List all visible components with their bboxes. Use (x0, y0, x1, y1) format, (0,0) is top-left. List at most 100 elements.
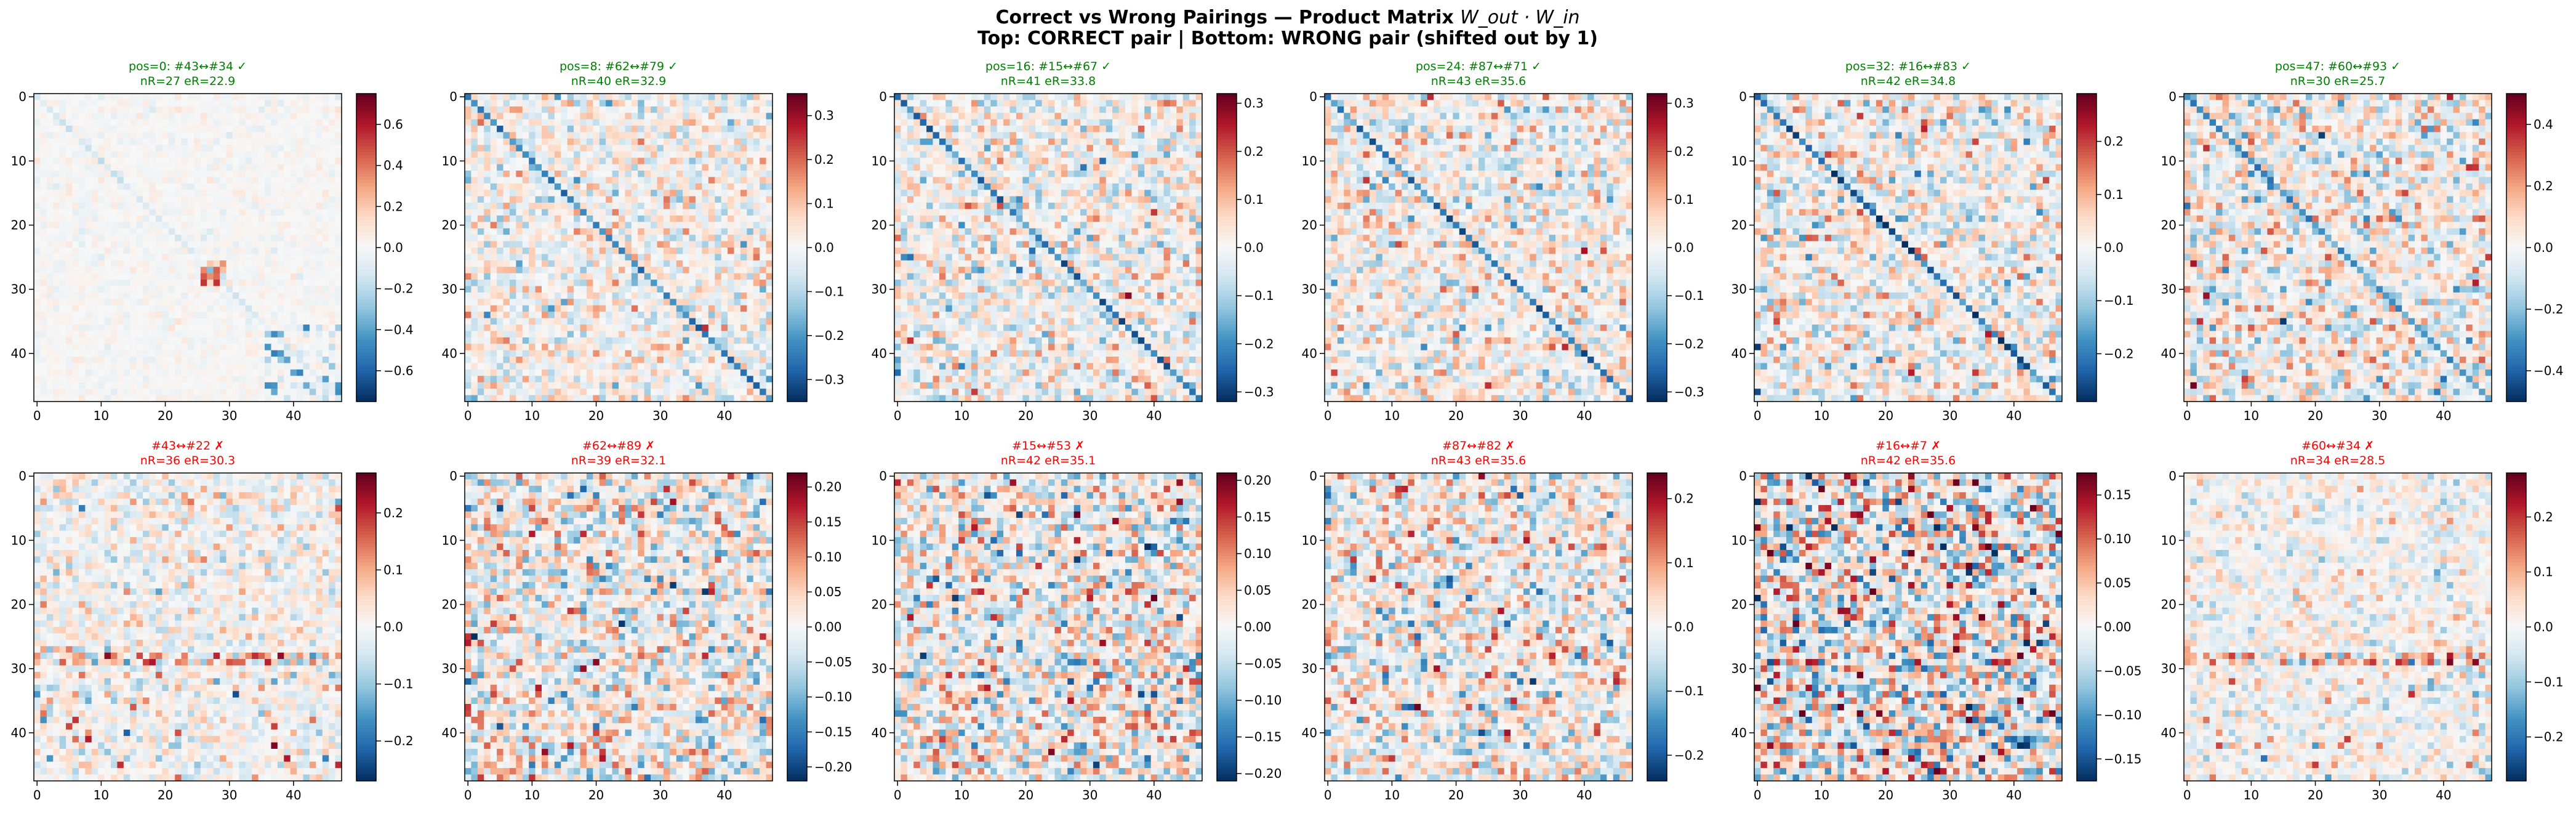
heatmap-cell (644, 357, 651, 363)
heatmap-cell (663, 357, 670, 363)
heatmap-cell (329, 337, 335, 344)
heatmap-cell (98, 100, 105, 107)
heatmap-cell (728, 241, 734, 248)
heatmap-cell (657, 382, 664, 389)
heatmap-cell (484, 312, 491, 318)
heatmap-cell (586, 138, 593, 145)
heatmap-cell (619, 177, 625, 184)
heatmap-cell (766, 183, 773, 190)
heatmap-cell (619, 267, 625, 274)
heatmap-cell (72, 280, 79, 286)
heatmap-cell (162, 382, 169, 389)
heatmap-cell (34, 209, 41, 216)
heatmap-cell (91, 382, 98, 389)
heatmap-cell (53, 228, 60, 235)
heatmap-cell (66, 286, 73, 293)
heatmap-cell (484, 151, 491, 158)
colorbar-segment (356, 349, 376, 353)
heatmap-cell (335, 357, 342, 363)
heatmap-cell (277, 196, 284, 203)
heatmap-cell (619, 138, 625, 145)
heatmap-cell (181, 100, 188, 107)
heatmap-cell (309, 389, 316, 395)
heatmap-cell (78, 248, 86, 254)
heatmap-cell (484, 190, 491, 197)
heatmap-cell (322, 318, 329, 325)
heatmap-cell (625, 94, 632, 100)
heatmap-cell (708, 382, 715, 389)
heatmap-cell (586, 376, 593, 383)
heatmap-cell (220, 183, 227, 190)
heatmap-cell (586, 363, 593, 370)
heatmap-cell (567, 138, 574, 145)
heatmap-cell (91, 273, 98, 280)
heatmap-cell (98, 203, 105, 209)
heatmap-cell (516, 171, 523, 177)
heatmap-cell (683, 331, 689, 338)
heatmap-cell (40, 357, 47, 363)
heatmap-cell (619, 235, 625, 241)
heatmap-cell (670, 286, 677, 293)
heatmap-cell (117, 196, 124, 203)
heatmap-cell (753, 190, 760, 197)
heatmap-cell (606, 305, 612, 312)
heatmap-cell (484, 248, 491, 254)
heatmap-cell (335, 126, 342, 132)
heatmap-cell (239, 254, 246, 261)
heatmap-cell (188, 94, 195, 100)
heatmap-cell (316, 151, 323, 158)
heatmap-cell (104, 292, 111, 299)
heatmap-cell (66, 145, 73, 152)
heatmap-cell (612, 138, 619, 145)
heatmap-cell (593, 382, 600, 389)
heatmap-cell (554, 190, 561, 197)
heatmap-cell (599, 299, 606, 306)
heatmap-cell (715, 312, 722, 318)
heatmap-cell (657, 363, 664, 370)
heatmap-cell (136, 357, 143, 363)
heatmap-cell (747, 363, 754, 370)
heatmap-cell (53, 171, 60, 177)
heatmap-cell (490, 299, 497, 306)
heatmap-cell (471, 312, 478, 318)
heatmap-cell (747, 292, 754, 299)
heatmap-cell (123, 248, 130, 254)
heatmap-cell (72, 106, 79, 113)
heatmap-cell (303, 312, 310, 318)
heatmap-cell (213, 151, 220, 158)
heatmap-cell (200, 331, 207, 338)
heatmap-cell (316, 248, 323, 254)
heatmap-cell (728, 158, 734, 164)
heatmap-cell (516, 196, 523, 203)
heatmap-cell (53, 190, 60, 197)
colorbar-segment (787, 334, 807, 337)
heatmap-cell (98, 273, 105, 280)
heatmap-cell (625, 171, 632, 177)
heatmap-cell (78, 132, 86, 139)
heatmap-cell (309, 395, 316, 402)
heatmap-cell (542, 286, 548, 293)
heatmap-cell (34, 113, 41, 120)
heatmap-cell (168, 94, 175, 100)
heatmap-cell (477, 203, 484, 209)
heatmap-cell (46, 145, 54, 152)
heatmap-cell (316, 376, 323, 383)
colorbar-segment (356, 383, 376, 387)
heatmap-cell (136, 267, 143, 274)
heatmap-cell (644, 337, 651, 344)
heatmap-cell (503, 280, 510, 286)
heatmap-cell (997, 100, 1004, 107)
heatmap-cell (599, 248, 606, 254)
heatmap-cell (580, 325, 587, 331)
heatmap-cell (303, 337, 310, 344)
heatmap-cell (529, 369, 536, 376)
colorbar-segment (787, 254, 807, 257)
heatmap-cell (516, 222, 523, 229)
heatmap-cell (561, 228, 568, 235)
heatmap-cell (689, 395, 696, 402)
heatmap-cell (683, 203, 689, 209)
heatmap-cell (586, 228, 593, 235)
heatmap-cell (207, 305, 214, 312)
colorbar-segment (787, 269, 807, 273)
heatmap-cell (728, 145, 734, 152)
